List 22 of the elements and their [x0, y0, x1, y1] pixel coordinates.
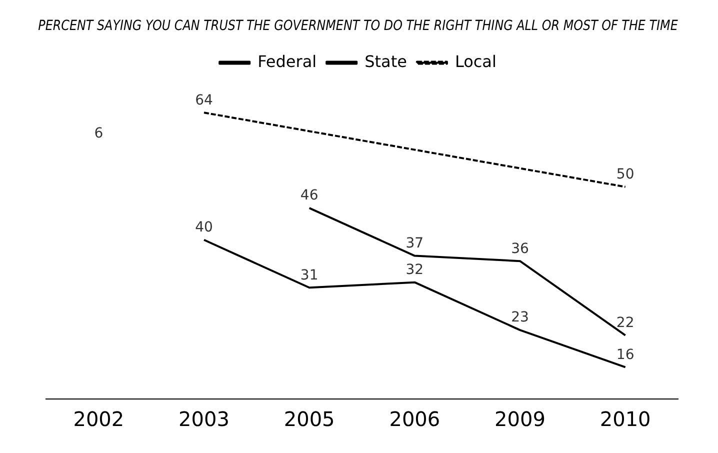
x-tick-label: 2005 — [284, 407, 335, 432]
data-label: 23 — [511, 310, 529, 326]
data-label: 37 — [406, 235, 424, 252]
x-tick-label: 2009 — [494, 407, 546, 432]
data-label: 36 — [511, 240, 529, 257]
legend-label: State — [364, 52, 407, 71]
x-tick-label: 2006 — [389, 407, 440, 432]
data-label: 46 — [300, 188, 318, 204]
annotation: 6 — [94, 125, 104, 142]
legend-label: Federal — [258, 52, 317, 71]
data-label: 64 — [195, 92, 213, 108]
data-label: 22 — [616, 315, 634, 331]
data-label: 32 — [406, 262, 424, 278]
data-label: 16 — [616, 346, 634, 363]
data-label: 50 — [616, 166, 634, 183]
chart-title: PERCENT SAYING YOU CAN TRUST THE GOVERNMENT TO DO THE RIGHT THING ALL OR MOST OF THE TIME — [38, 18, 679, 34]
data-label: 40 — [195, 220, 213, 236]
data-label: 31 — [300, 267, 318, 284]
x-tick-label: 2010 — [600, 407, 651, 432]
x-tick-label: 2002 — [73, 407, 124, 432]
x-tick-label: 2003 — [178, 407, 230, 432]
legend-label: Local — [454, 52, 496, 71]
